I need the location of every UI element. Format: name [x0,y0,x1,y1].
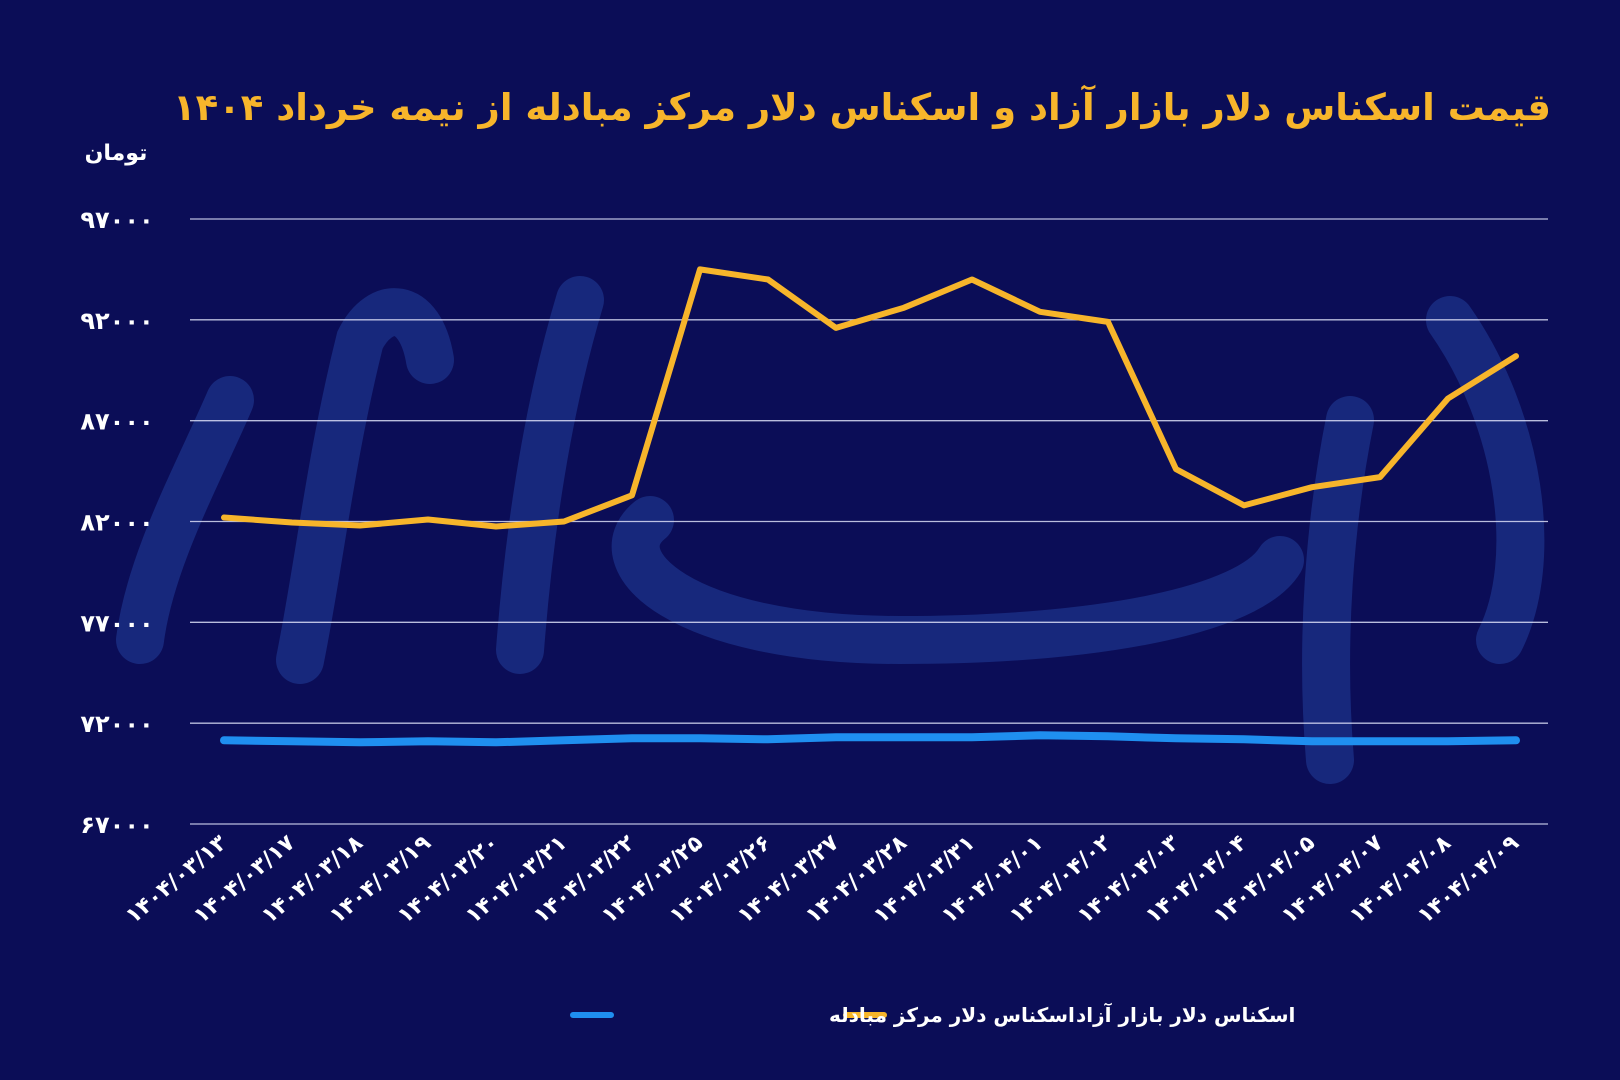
y-axis-unit: تومان [85,141,148,166]
legend: اسکناس دلار بازار آزاد اسکناس دلار مرکز … [570,1002,1295,1027]
y-tick-label: ۷۷۰۰۰ [80,609,153,637]
y-tick-label: ۹۷۰۰۰ [80,206,153,234]
watermark [116,276,1545,784]
y-tick-label: ۷۲۰۰۰ [80,710,153,738]
series-line-free-market [221,266,1519,530]
legend-label-free-market: اسکناس دلار بازار آزاد [1076,1002,1295,1027]
series-line-exchange-center [220,731,1520,747]
y-tick-label: ۶۷۰۰۰ [80,811,153,839]
legend-label-exchange-center: اسکناس دلار مرکز مبادله [829,1003,1075,1027]
y-tick-label: ۸۷۰۰۰ [80,408,153,436]
y-axis-ticks: ۹۷۰۰۰ ۹۲۰۰۰ ۸۷۰۰۰ ۸۲۰۰۰ ۷۷۰۰۰ ۷۲۰۰۰ ۶۷۰۰۰ [80,206,153,839]
y-tick-label: ۹۲۰۰۰ [80,307,153,335]
series-lines [220,266,1520,747]
chart-title: قیمت اسکناس دلار بازار آزاد و اسکناس دلا… [173,84,1551,129]
y-tick-label: ۸۲۰۰۰ [80,509,153,537]
x-axis-ticks: ۱۴۰۴/۰۳/۱۳۱۴۰۴/۰۳/۱۷۱۴۰۴/۰۳/۱۸۱۴۰۴/۰۳/۱۹… [121,830,1524,929]
